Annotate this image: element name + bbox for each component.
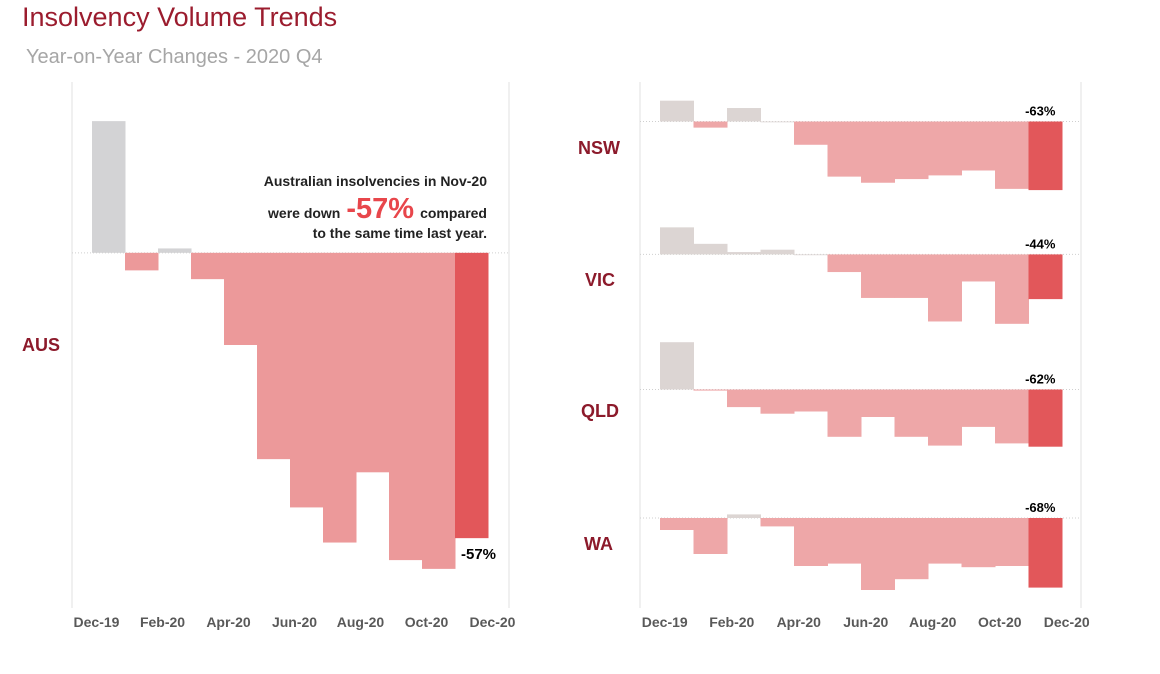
annotation-line3: to the same time last year. bbox=[313, 225, 487, 241]
right-x-tick-apr-20: Apr-20 bbox=[777, 614, 822, 630]
aus-bar-dec-19 bbox=[92, 121, 126, 253]
annotation-value: -57% bbox=[346, 193, 414, 225]
nsw-bar-sep-20 bbox=[961, 121, 996, 171]
chart-title: Insolvency Volume Trends bbox=[22, 2, 338, 32]
vic-bar-feb-20 bbox=[727, 252, 761, 255]
qld-bar-feb-20 bbox=[727, 389, 761, 408]
qld-bar-may-20 bbox=[827, 389, 862, 437]
nsw-bar-may-20 bbox=[827, 121, 862, 177]
nsw-bar-jun-20 bbox=[861, 121, 895, 183]
wa-bar-may-20 bbox=[827, 518, 862, 564]
left-x-tick-apr-20: Apr-20 bbox=[206, 614, 251, 630]
vic-bar-mar-20 bbox=[760, 249, 795, 255]
aus-bar-jun-20 bbox=[290, 252, 324, 508]
qld-bar-nov-20 bbox=[1028, 389, 1063, 447]
aus-bar-oct-20 bbox=[422, 252, 456, 569]
aus-bar-jan-20 bbox=[125, 252, 159, 271]
aus-row-label: AUS bbox=[22, 335, 60, 355]
aus-bar-mar-20 bbox=[191, 252, 225, 280]
vic-bar-dec-19 bbox=[660, 227, 694, 255]
qld-row-label: QLD bbox=[581, 401, 619, 421]
vic-value-label: -44% bbox=[1025, 236, 1056, 251]
chart-subtitle: Year-on-Year Changes - 2020 Q4 bbox=[26, 46, 323, 68]
annotation-line2: were down -57% compared bbox=[267, 193, 487, 225]
left-x-tick-aug-20: Aug-20 bbox=[337, 614, 385, 630]
annotation-line1: Australian insolvencies in Nov-20 bbox=[264, 173, 488, 189]
qld-value-label: -62% bbox=[1025, 372, 1056, 387]
wa-bar-sep-20 bbox=[961, 518, 996, 568]
left-x-tick-oct-20: Oct-20 bbox=[405, 614, 449, 630]
vic-bar-jul-20 bbox=[894, 254, 929, 298]
wa-bar-nov-20 bbox=[1028, 518, 1063, 588]
wa-bar-jan-20 bbox=[693, 518, 728, 554]
nsw-bar-oct-20 bbox=[995, 121, 1029, 189]
nsw-bar-nov-20 bbox=[1028, 121, 1063, 191]
wa-bar-oct-20 bbox=[995, 518, 1029, 566]
nsw-bar-feb-20 bbox=[727, 108, 761, 122]
right-x-tick-dec-20: Dec-20 bbox=[1044, 614, 1090, 630]
vic-bar-may-20 bbox=[827, 254, 862, 273]
vic-bar-jun-20 bbox=[861, 254, 895, 298]
wa-bar-jun-20 bbox=[861, 518, 895, 590]
qld-bar-jul-20 bbox=[894, 389, 929, 437]
wa-bar-apr-20 bbox=[794, 518, 828, 566]
qld-bar-aug-20 bbox=[928, 389, 962, 446]
right-x-tick-jun-20: Jun-20 bbox=[843, 614, 888, 630]
annotation-prefix: were down bbox=[267, 205, 340, 221]
aus-bar-may-20 bbox=[257, 252, 291, 460]
right-x-tick-feb-20: Feb-20 bbox=[709, 614, 754, 630]
nsw-bar-jan-20 bbox=[693, 121, 728, 128]
wa-bar-feb-20 bbox=[727, 514, 761, 518]
aus-bar-nov-20 bbox=[455, 252, 489, 539]
aus-bar-jul-20 bbox=[323, 252, 357, 543]
qld-bar-dec-19 bbox=[660, 342, 694, 390]
nsw-row-label: NSW bbox=[578, 138, 620, 158]
wa-row-label: WA bbox=[584, 534, 613, 554]
vic-bar-aug-20 bbox=[928, 254, 962, 322]
left-x-tick-dec-20: Dec-20 bbox=[470, 614, 516, 630]
aus-value-label: -57% bbox=[461, 546, 496, 563]
vic-bar-jan-20 bbox=[693, 243, 728, 255]
nsw-bar-dec-19 bbox=[660, 100, 694, 122]
wa-value-label: -68% bbox=[1025, 500, 1056, 515]
right-x-tick-dec-19: Dec-19 bbox=[642, 614, 688, 630]
nsw-bar-apr-20 bbox=[794, 121, 828, 145]
nsw-value-label: -63% bbox=[1025, 104, 1056, 119]
wa-bar-mar-20 bbox=[760, 518, 795, 527]
right-x-tick-aug-20: Aug-20 bbox=[909, 614, 957, 630]
aus-bar-sep-20 bbox=[389, 252, 423, 561]
qld-bar-jun-20 bbox=[861, 389, 895, 417]
aus-bar-aug-20 bbox=[356, 252, 390, 473]
vic-row-label: VIC bbox=[585, 270, 615, 290]
qld-bar-sep-20 bbox=[961, 389, 996, 427]
vic-bar-oct-20 bbox=[995, 254, 1029, 324]
left-x-tick-feb-20: Feb-20 bbox=[140, 614, 185, 630]
qld-bar-oct-20 bbox=[995, 389, 1029, 444]
left-x-tick-jun-20: Jun-20 bbox=[272, 614, 317, 630]
wa-bar-dec-19 bbox=[660, 518, 694, 530]
wa-bar-aug-20 bbox=[928, 518, 962, 564]
vic-bar-sep-20 bbox=[961, 254, 996, 282]
nsw-bar-mar-20 bbox=[760, 121, 795, 123]
qld-bar-mar-20 bbox=[760, 389, 795, 414]
qld-bar-apr-20 bbox=[794, 389, 828, 412]
right-x-tick-oct-20: Oct-20 bbox=[978, 614, 1022, 630]
aus-bar-feb-20 bbox=[158, 248, 192, 253]
wa-bar-jul-20 bbox=[894, 518, 929, 580]
nsw-bar-jul-20 bbox=[894, 121, 929, 180]
left-x-tick-dec-19: Dec-19 bbox=[74, 614, 120, 630]
vic-bar-nov-20 bbox=[1028, 254, 1063, 300]
aus-bar-apr-20 bbox=[224, 252, 258, 345]
annotation-suffix: compared bbox=[420, 205, 487, 221]
nsw-bar-aug-20 bbox=[928, 121, 962, 176]
vic-bar-apr-20 bbox=[794, 254, 828, 256]
qld-bar-jan-20 bbox=[693, 389, 728, 391]
